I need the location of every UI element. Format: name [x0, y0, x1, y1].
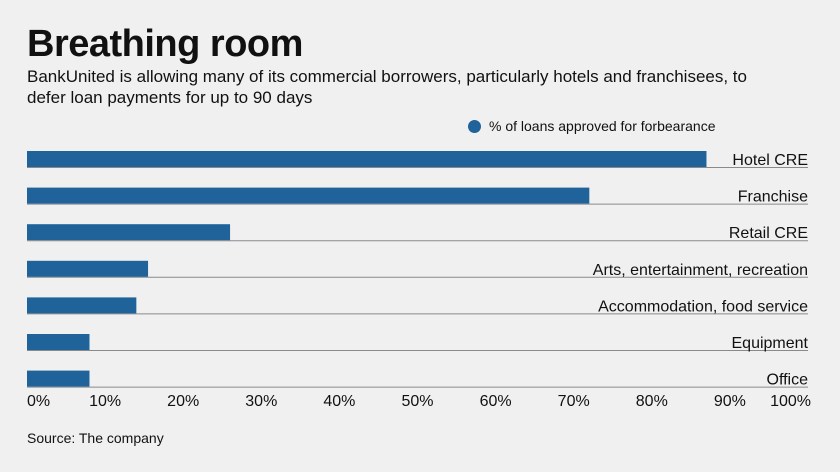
- bar: [27, 224, 231, 241]
- bar: [27, 334, 90, 350]
- bar: [27, 370, 90, 387]
- x-tick-label: 10%: [89, 393, 121, 410]
- category-label: Franchise: [738, 189, 808, 206]
- x-tick-label: 90%: [714, 393, 746, 410]
- x-tick-label: 100%: [770, 393, 811, 410]
- bar: [27, 187, 590, 204]
- chart-subtitle: BankUnited is allowing many of its comme…: [27, 67, 747, 107]
- category-label: Equipment: [732, 335, 809, 352]
- x-tick-label: 40%: [323, 393, 355, 410]
- bar: [27, 260, 149, 277]
- x-tick-label: 0%: [27, 393, 50, 410]
- x-tick-label: 70%: [558, 393, 590, 410]
- category-label: Arts, entertainment, recreation: [593, 262, 808, 279]
- category-label: Retail CRE: [729, 225, 808, 242]
- x-tick-label: 50%: [401, 393, 433, 410]
- category-label: Office: [767, 372, 809, 389]
- bar: [27, 151, 707, 167]
- source-note: Source: The company: [27, 430, 164, 446]
- legend-swatch: [468, 119, 481, 133]
- category-label: Accommodation, food service: [598, 298, 808, 315]
- category-label: Hotel CRE: [732, 152, 808, 169]
- x-tick-label: 20%: [167, 393, 199, 410]
- bar: [27, 297, 137, 314]
- legend-label: % of loans approved for forbearance: [489, 118, 716, 134]
- chart-title: Breathing room: [27, 23, 303, 65]
- x-tick-label: 30%: [245, 393, 277, 410]
- x-tick-label: 60%: [480, 393, 512, 410]
- x-tick-label: 80%: [636, 393, 668, 410]
- legend: % of loans approved for forbearance: [468, 118, 715, 134]
